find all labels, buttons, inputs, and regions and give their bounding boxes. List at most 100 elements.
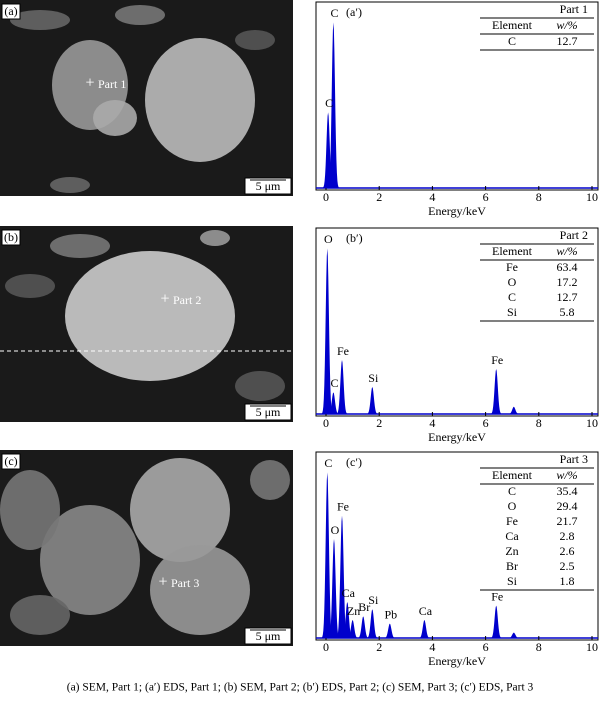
scale-label: 5 μm [256,179,281,193]
x-axis-label: Energy/keV [428,430,486,444]
x-tick-label: 10 [586,640,598,654]
particle [235,371,285,401]
plot-frame [315,451,599,641]
table-header: w/% [556,18,577,32]
panel-label-box [1,453,21,470]
caption: (a) SEM, Part 1; (a′) EDS, Part 1; (b) S… [67,682,534,694]
peak [335,360,349,414]
peak-label: Zn [347,604,360,618]
peak [365,387,380,414]
x-tick-label: 8 [536,416,542,430]
part-marker: + [158,574,167,591]
table-cell: Fe [506,514,518,528]
table-cell: 12.7 [557,34,578,48]
peak [365,609,380,638]
peak-label: Fe [491,353,503,367]
peak [506,632,521,638]
x-tick-label: 2 [376,640,382,654]
particle [200,230,230,246]
peak [345,620,360,638]
peak [321,112,336,188]
scale-box [244,403,292,421]
table-cell: Br [506,559,518,573]
table-cell: Si [507,305,518,319]
table-cell: 2.6 [560,544,575,558]
table-cell: 21.7 [557,514,578,528]
peak-label: Pb [384,607,397,621]
particle [115,5,165,25]
table-cell: 5.8 [560,305,575,319]
peak [326,392,341,414]
table-title: Part 3 [560,452,588,466]
peak-label: Ca [419,604,433,618]
table-cell: 63.4 [557,260,578,274]
table-cell: O [508,275,517,289]
scale-label: 5 μm [256,629,281,643]
table-title: Part 2 [560,228,588,242]
table-header: w/% [556,468,577,482]
x-tick-label: 4 [429,190,435,204]
particle [130,458,230,562]
peak-label: Si [368,371,379,385]
plot-frame [315,1,599,191]
part-marker: + [160,291,169,308]
peak [335,515,349,638]
scale-box [244,627,292,645]
peak-label: Ca [342,586,356,600]
peak [489,369,504,414]
particle [250,460,290,500]
peak-label: Fe [491,589,503,603]
scale-box [244,177,292,195]
peak [356,616,371,638]
peak-label: Fe [337,344,349,358]
x-tick-label: 10 [586,416,598,430]
particle [10,10,70,30]
peak-label: C [324,456,332,470]
part-label: Part 1 [98,77,126,91]
peak-label: Si [368,593,379,607]
part-label: Part 3 [171,576,199,590]
particle [235,30,275,50]
table-header: Element [492,468,533,482]
x-tick-label: 4 [429,640,435,654]
peak [326,22,341,189]
spectrum-label: (c′) [346,455,362,469]
peak-label: O [331,523,340,537]
peak [417,620,432,638]
x-tick-label: 10 [586,190,598,204]
particle [145,38,255,162]
table-cell: 1.8 [560,574,575,588]
peak [506,406,521,414]
peak [320,248,335,414]
peak-label: Fe [337,499,349,513]
table-cell: C [508,34,516,48]
table-header: Element [492,244,533,258]
x-tick-label: 6 [483,416,489,430]
peak [382,623,397,638]
x-tick-label: 0 [323,640,329,654]
panel-label-box [1,3,21,20]
x-tick-label: 2 [376,416,382,430]
table-cell: 2.5 [560,559,575,573]
panel-label-box [1,229,21,246]
table-cell: C [508,484,516,498]
particle [10,595,70,635]
x-tick-label: 6 [483,190,489,204]
x-axis-label: Energy/keV [428,654,486,668]
particle [93,100,137,136]
x-tick-label: 8 [536,190,542,204]
peak [340,602,355,638]
panel-label: (a) [4,4,17,18]
particle [5,274,55,298]
table-cell: 17.2 [557,275,578,289]
table-cell: Zn [505,544,518,558]
particle [50,177,90,193]
particle [40,505,140,615]
table-header: w/% [556,244,577,258]
x-axis-label: Energy/keV [428,204,486,218]
peak [327,539,341,638]
x-tick-label: 0 [323,416,329,430]
spectrum-label: (b′) [346,231,363,245]
table-title: Part 1 [560,2,588,16]
